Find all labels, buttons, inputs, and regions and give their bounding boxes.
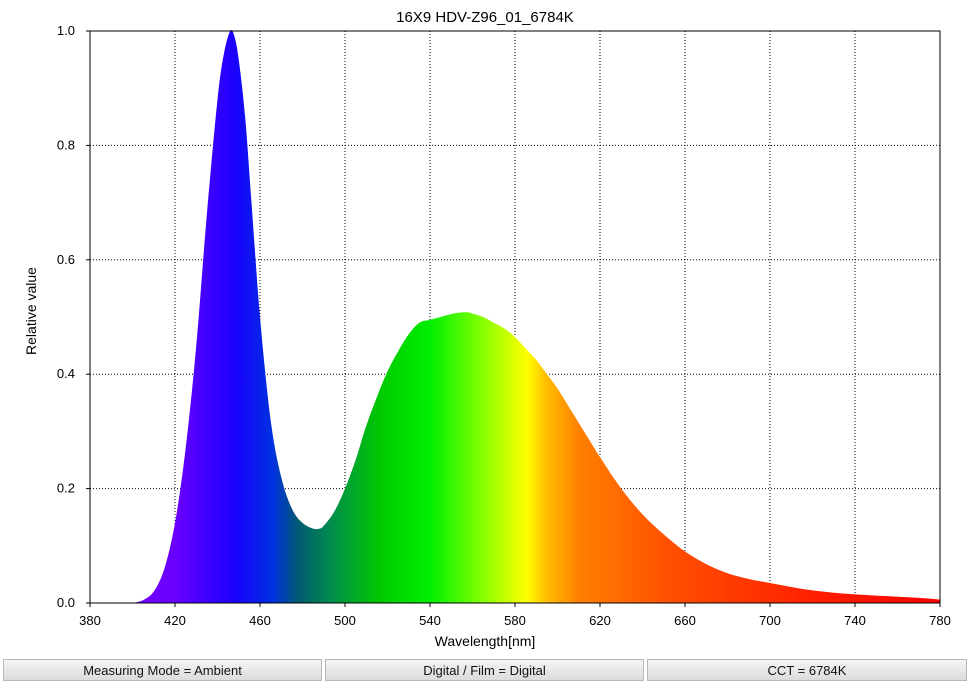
y-tick-label: 0.0 [57, 595, 75, 610]
spectrum-chart: 380 420 460 500 540 580 620 660 700 740 780 0.0 0.2… [23, 9, 951, 649]
y-tick-label: 0.4 [57, 366, 75, 381]
y-axis-label: Relative value [23, 267, 39, 355]
x-tick-label: 740 [844, 613, 866, 628]
x-tick-label: 420 [164, 613, 186, 628]
measuring-mode-field: Measuring Mode = Ambient [3, 659, 322, 681]
chart-title: 16X9 HDV-Z96_01_6784K [396, 9, 574, 26]
x-tick-label: 460 [249, 613, 271, 628]
y-axis: 0.0 0.2 0.4 0.6 0.8 1.0 [57, 23, 90, 610]
x-tick-label: 500 [334, 613, 356, 628]
digital-film-field: Digital / Film = Digital [325, 659, 644, 681]
x-tick-label: 580 [504, 613, 526, 628]
y-tick-label: 1.0 [57, 23, 75, 38]
cct-field: CCT = 6784K [647, 659, 967, 681]
x-tick-label: 380 [79, 613, 101, 628]
x-tick-label: 540 [419, 613, 441, 628]
x-tick-label: 660 [674, 613, 696, 628]
spectrum-area [132, 30, 940, 604]
status-bar: Measuring Mode = Ambient Digital / Film … [0, 657, 970, 683]
x-axis: 380 420 460 500 540 580 620 660 700 740 780 [79, 603, 951, 628]
x-tick-label: 700 [759, 613, 781, 628]
y-tick-label: 0.8 [57, 137, 75, 152]
y-tick-label: 0.2 [57, 481, 75, 496]
x-axis-label: Wavelength[nm] [435, 633, 536, 649]
y-tick-label: 0.6 [57, 252, 75, 267]
x-tick-label: 780 [929, 613, 951, 628]
x-tick-label: 620 [589, 613, 611, 628]
